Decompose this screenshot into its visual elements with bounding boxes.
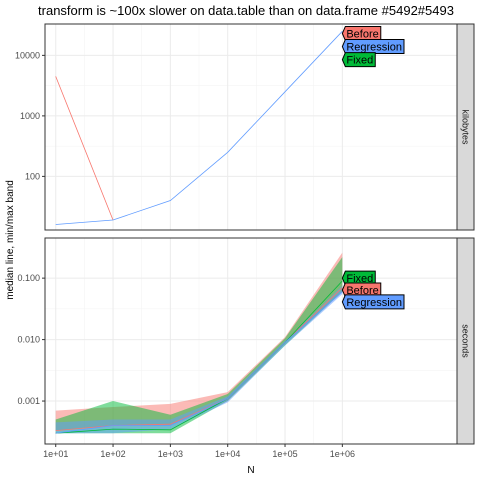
x-tick-label: 1e+01 <box>43 449 68 459</box>
y-tick-label: 0.010 <box>17 335 40 345</box>
median-line-regression <box>55 31 343 225</box>
y-tick-label: 0.100 <box>17 273 40 283</box>
x-axis: 1e+01 1e+02 1e+03 1e+04 1e+05 1e+06 <box>43 444 355 459</box>
direct-label-before: Before <box>341 25 382 41</box>
direct-label-text: Regression <box>346 42 402 54</box>
chart-title: transform is ~100x slower on data.table … <box>38 3 454 18</box>
panel-background <box>45 24 457 230</box>
direct-label-text: Before <box>346 28 378 40</box>
direct-label-text: Before <box>346 285 378 297</box>
y-axis-title: median line, min/max band <box>5 180 16 300</box>
facet-panels: BeforeRegressionFixed100100010000kilobyt… <box>15 23 475 445</box>
x-axis-title: N <box>247 465 254 476</box>
y-tick-label: 100 <box>25 171 40 181</box>
x-tick-label: 1e+04 <box>215 449 240 459</box>
direct-label-before: Before <box>341 282 382 298</box>
direct-label-box <box>341 25 382 41</box>
direct-label-box <box>341 39 405 55</box>
direct-label-fixed: Fixed <box>341 270 376 286</box>
direct-label-regression: Regression <box>341 39 405 55</box>
facet-strip <box>456 23 475 231</box>
x-tick-label: 1e+03 <box>158 449 183 459</box>
median-line-fixed <box>55 280 343 434</box>
x-tick-label: 1e+06 <box>330 449 355 459</box>
facet-strip-label: kilobytes <box>461 109 471 145</box>
direct-label-box <box>341 294 405 310</box>
direct-label-box <box>341 52 376 68</box>
direct-label-fixed: Fixed <box>341 52 376 68</box>
y-tick-label: 1000 <box>20 111 40 121</box>
facet-strip-label: seconds <box>461 324 471 358</box>
median-line-regression <box>55 291 343 434</box>
y-tick-label: 10000 <box>15 50 40 60</box>
x-tick-label: 1e+02 <box>100 449 125 459</box>
facet-strip <box>456 237 475 445</box>
x-tick-label: 1e+05 <box>272 449 297 459</box>
direct-label-text: Regression <box>346 297 402 309</box>
median-line-before <box>55 287 343 431</box>
y-tick-label: 0.001 <box>17 396 40 406</box>
median-line-before <box>55 76 114 221</box>
direct-label-regression: Regression <box>341 294 405 310</box>
direct-label-text: Fixed <box>346 273 373 285</box>
direct-label-text: Fixed <box>346 55 373 67</box>
